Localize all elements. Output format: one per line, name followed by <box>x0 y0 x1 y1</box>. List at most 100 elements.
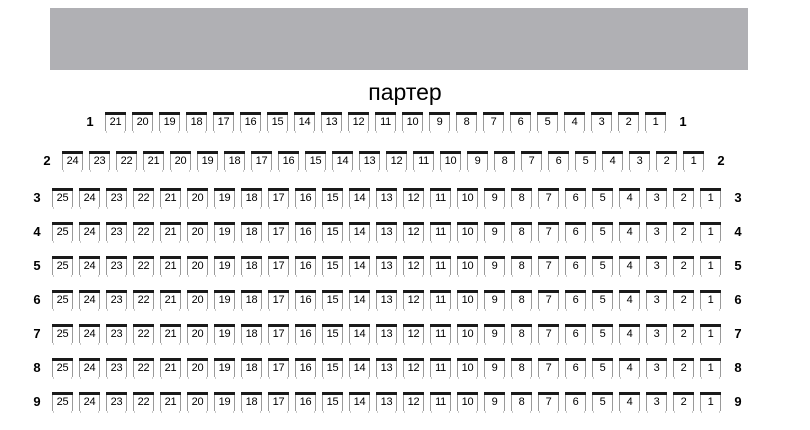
seat[interactable]: 20 <box>170 151 191 172</box>
seat[interactable]: 7 <box>538 324 559 345</box>
seat[interactable]: 3 <box>646 188 667 209</box>
seat[interactable]: 16 <box>295 290 316 311</box>
seat[interactable]: 5 <box>592 324 613 345</box>
seat[interactable]: 22 <box>133 324 154 345</box>
seat[interactable]: 19 <box>214 392 235 413</box>
seat[interactable]: 21 <box>160 256 181 277</box>
seat[interactable]: 5 <box>592 188 613 209</box>
seat[interactable]: 23 <box>106 324 127 345</box>
seat[interactable]: 25 <box>52 256 73 277</box>
seat[interactable]: 11 <box>430 358 451 379</box>
seat[interactable]: 15 <box>322 358 343 379</box>
seat[interactable]: 12 <box>403 290 424 311</box>
seat[interactable]: 12 <box>403 188 424 209</box>
seat[interactable]: 5 <box>592 222 613 243</box>
seat[interactable]: 25 <box>52 222 73 243</box>
seat[interactable]: 13 <box>376 324 397 345</box>
seat[interactable]: 11 <box>430 256 451 277</box>
seat[interactable]: 4 <box>619 324 640 345</box>
seat[interactable]: 24 <box>62 151 83 172</box>
seat[interactable]: 20 <box>187 358 208 379</box>
seat[interactable]: 9 <box>467 151 488 172</box>
seat[interactable]: 7 <box>538 290 559 311</box>
seat[interactable]: 8 <box>511 324 532 345</box>
seat[interactable]: 18 <box>241 188 262 209</box>
seat[interactable]: 22 <box>133 188 154 209</box>
seat[interactable]: 17 <box>268 222 289 243</box>
seat[interactable]: 1 <box>700 392 721 413</box>
seat[interactable]: 1 <box>645 112 666 133</box>
seat[interactable]: 4 <box>619 358 640 379</box>
seat[interactable]: 9 <box>484 256 505 277</box>
seat[interactable]: 10 <box>457 358 478 379</box>
seat[interactable]: 18 <box>241 290 262 311</box>
seat[interactable]: 2 <box>673 392 694 413</box>
seat[interactable]: 10 <box>457 188 478 209</box>
seat[interactable]: 1 <box>700 324 721 345</box>
seat[interactable]: 7 <box>538 358 559 379</box>
seat[interactable]: 23 <box>106 290 127 311</box>
seat[interactable]: 5 <box>575 151 596 172</box>
seat[interactable]: 21 <box>105 112 126 133</box>
seat[interactable]: 10 <box>402 112 423 133</box>
seat[interactable]: 1 <box>700 222 721 243</box>
seat[interactable]: 21 <box>160 290 181 311</box>
seat[interactable]: 24 <box>79 256 100 277</box>
seat[interactable]: 14 <box>349 392 370 413</box>
seat[interactable]: 12 <box>403 392 424 413</box>
seat[interactable]: 23 <box>106 358 127 379</box>
seat[interactable]: 24 <box>79 358 100 379</box>
seat[interactable]: 10 <box>457 290 478 311</box>
seat[interactable]: 14 <box>349 222 370 243</box>
seat[interactable]: 8 <box>511 188 532 209</box>
seat[interactable]: 17 <box>268 392 289 413</box>
seat[interactable]: 8 <box>511 290 532 311</box>
seat[interactable]: 13 <box>359 151 380 172</box>
seat[interactable]: 6 <box>565 188 586 209</box>
seat[interactable]: 9 <box>484 188 505 209</box>
seat[interactable]: 16 <box>295 222 316 243</box>
seat[interactable]: 22 <box>133 222 154 243</box>
seat[interactable]: 15 <box>322 290 343 311</box>
seat[interactable]: 14 <box>349 188 370 209</box>
seat[interactable]: 1 <box>700 256 721 277</box>
seat[interactable]: 5 <box>592 392 613 413</box>
seat[interactable]: 14 <box>349 324 370 345</box>
seat[interactable]: 9 <box>429 112 450 133</box>
seat[interactable]: 15 <box>267 112 288 133</box>
seat[interactable]: 20 <box>187 222 208 243</box>
seat[interactable]: 10 <box>457 324 478 345</box>
seat[interactable]: 21 <box>160 358 181 379</box>
seat[interactable]: 3 <box>646 256 667 277</box>
seat[interactable]: 20 <box>187 188 208 209</box>
seat[interactable]: 8 <box>456 112 477 133</box>
seat[interactable]: 21 <box>160 392 181 413</box>
seat[interactable]: 13 <box>376 188 397 209</box>
seat[interactable]: 16 <box>295 392 316 413</box>
seat[interactable]: 14 <box>294 112 315 133</box>
seat[interactable]: 7 <box>538 222 559 243</box>
seat[interactable]: 11 <box>430 290 451 311</box>
seat[interactable]: 3 <box>646 222 667 243</box>
seat[interactable]: 3 <box>629 151 650 172</box>
seat[interactable]: 5 <box>592 290 613 311</box>
seat[interactable]: 19 <box>214 290 235 311</box>
seat[interactable]: 22 <box>133 358 154 379</box>
seat[interactable]: 19 <box>159 112 180 133</box>
seat[interactable]: 18 <box>241 256 262 277</box>
seat[interactable]: 21 <box>160 324 181 345</box>
seat[interactable]: 5 <box>592 358 613 379</box>
seat[interactable]: 16 <box>278 151 299 172</box>
seat[interactable]: 17 <box>268 358 289 379</box>
seat[interactable]: 17 <box>268 188 289 209</box>
seat[interactable]: 4 <box>619 188 640 209</box>
seat[interactable]: 4 <box>619 392 640 413</box>
seat[interactable]: 13 <box>321 112 342 133</box>
seat[interactable]: 14 <box>349 256 370 277</box>
seat[interactable]: 17 <box>251 151 272 172</box>
seat[interactable]: 6 <box>510 112 531 133</box>
seat[interactable]: 13 <box>376 256 397 277</box>
seat[interactable]: 19 <box>214 188 235 209</box>
seat[interactable]: 19 <box>214 222 235 243</box>
seat[interactable]: 16 <box>240 112 261 133</box>
